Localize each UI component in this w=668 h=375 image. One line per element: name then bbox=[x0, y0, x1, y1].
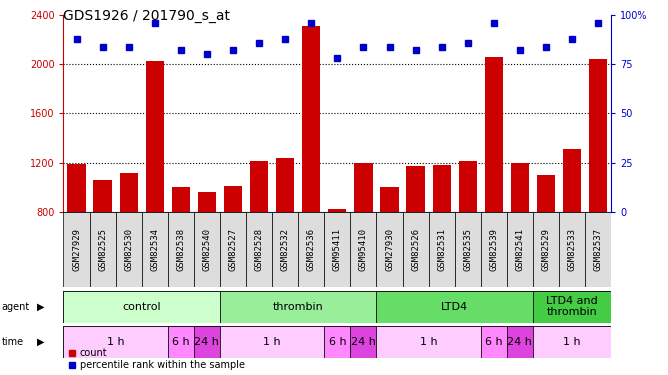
Bar bbox=[194, 326, 220, 358]
Bar bbox=[533, 326, 611, 358]
Bar bbox=[403, 212, 429, 287]
Text: 24 h: 24 h bbox=[351, 337, 376, 347]
Bar bbox=[220, 326, 324, 358]
Text: GSM82526: GSM82526 bbox=[411, 228, 420, 271]
Bar bbox=[194, 212, 220, 287]
Bar bbox=[302, 26, 321, 212]
Text: GSM82536: GSM82536 bbox=[307, 228, 316, 271]
Bar bbox=[220, 212, 246, 287]
Text: 1 h: 1 h bbox=[420, 337, 438, 347]
Text: LTD4: LTD4 bbox=[441, 302, 468, 312]
Text: GSM82530: GSM82530 bbox=[124, 228, 133, 271]
Text: agent: agent bbox=[1, 302, 29, 312]
Bar bbox=[63, 291, 220, 322]
Bar bbox=[250, 161, 269, 212]
Bar bbox=[146, 60, 164, 212]
Bar bbox=[324, 326, 351, 358]
Text: 1 h: 1 h bbox=[563, 337, 581, 347]
Text: GSM82527: GSM82527 bbox=[228, 228, 238, 271]
Bar bbox=[272, 212, 298, 287]
Text: 24 h: 24 h bbox=[508, 337, 532, 347]
Bar bbox=[224, 186, 242, 212]
Bar bbox=[377, 212, 403, 287]
Bar bbox=[559, 212, 585, 287]
Text: 6 h: 6 h bbox=[329, 337, 346, 347]
Bar bbox=[63, 212, 90, 287]
Text: GSM82525: GSM82525 bbox=[98, 228, 107, 271]
Text: GSM95411: GSM95411 bbox=[333, 228, 342, 271]
Text: 6 h: 6 h bbox=[172, 337, 190, 347]
Text: GSM82539: GSM82539 bbox=[490, 228, 498, 271]
Bar bbox=[116, 212, 142, 287]
Text: 1 h: 1 h bbox=[107, 337, 124, 347]
Bar bbox=[533, 212, 559, 287]
Text: GSM82535: GSM82535 bbox=[464, 228, 472, 271]
Bar bbox=[563, 149, 581, 212]
Text: thrombin: thrombin bbox=[273, 302, 323, 312]
Text: 6 h: 6 h bbox=[485, 337, 502, 347]
Bar bbox=[481, 326, 507, 358]
Text: GSM95410: GSM95410 bbox=[359, 228, 368, 271]
Text: LTD4 and
thrombin: LTD4 and thrombin bbox=[546, 296, 598, 317]
Bar bbox=[485, 57, 503, 212]
Bar bbox=[585, 212, 611, 287]
Bar bbox=[90, 212, 116, 287]
Text: GSM27929: GSM27929 bbox=[72, 228, 81, 271]
Bar bbox=[351, 212, 377, 287]
Text: GSM82532: GSM82532 bbox=[281, 228, 290, 271]
Bar bbox=[246, 212, 272, 287]
Bar bbox=[67, 164, 86, 212]
Bar bbox=[406, 166, 425, 212]
Bar bbox=[455, 212, 481, 287]
Bar bbox=[511, 163, 529, 212]
Text: ▶: ▶ bbox=[37, 302, 44, 312]
Bar bbox=[328, 209, 347, 212]
Bar bbox=[433, 165, 451, 212]
Bar bbox=[507, 326, 533, 358]
Bar bbox=[351, 326, 377, 358]
Text: GSM82533: GSM82533 bbox=[568, 228, 576, 271]
Bar bbox=[377, 326, 481, 358]
Bar bbox=[198, 192, 216, 212]
Bar bbox=[63, 326, 168, 358]
Text: GSM82529: GSM82529 bbox=[542, 228, 550, 271]
Text: GSM82540: GSM82540 bbox=[202, 228, 211, 271]
Bar bbox=[354, 163, 373, 212]
Bar bbox=[298, 212, 324, 287]
Bar bbox=[380, 187, 399, 212]
Text: time: time bbox=[1, 337, 23, 347]
Text: ▶: ▶ bbox=[37, 337, 44, 347]
Text: GSM82537: GSM82537 bbox=[594, 228, 603, 271]
Bar bbox=[220, 291, 377, 322]
Bar bbox=[276, 158, 295, 212]
Text: GSM82531: GSM82531 bbox=[437, 228, 446, 271]
Bar bbox=[537, 175, 555, 212]
Bar bbox=[324, 212, 351, 287]
Text: GSM82538: GSM82538 bbox=[176, 228, 185, 271]
Bar bbox=[94, 180, 112, 212]
Bar bbox=[429, 212, 455, 287]
Text: GDS1926 / 201790_s_at: GDS1926 / 201790_s_at bbox=[63, 9, 230, 23]
Bar bbox=[168, 212, 194, 287]
Text: GSM82534: GSM82534 bbox=[150, 228, 159, 271]
Legend: count, percentile rank within the sample: count, percentile rank within the sample bbox=[68, 348, 245, 370]
Text: GSM82541: GSM82541 bbox=[516, 228, 524, 271]
Text: GSM27930: GSM27930 bbox=[385, 228, 394, 271]
Bar bbox=[377, 291, 533, 322]
Bar bbox=[589, 59, 607, 212]
Bar bbox=[507, 212, 533, 287]
Text: 1 h: 1 h bbox=[263, 337, 281, 347]
Bar bbox=[172, 187, 190, 212]
Text: control: control bbox=[122, 302, 161, 312]
Bar bbox=[142, 212, 168, 287]
Bar bbox=[120, 172, 138, 212]
Text: GSM82528: GSM82528 bbox=[255, 228, 264, 271]
Bar bbox=[481, 212, 507, 287]
Text: 24 h: 24 h bbox=[194, 337, 219, 347]
Bar bbox=[459, 161, 477, 212]
Bar bbox=[533, 291, 611, 322]
Bar bbox=[168, 326, 194, 358]
